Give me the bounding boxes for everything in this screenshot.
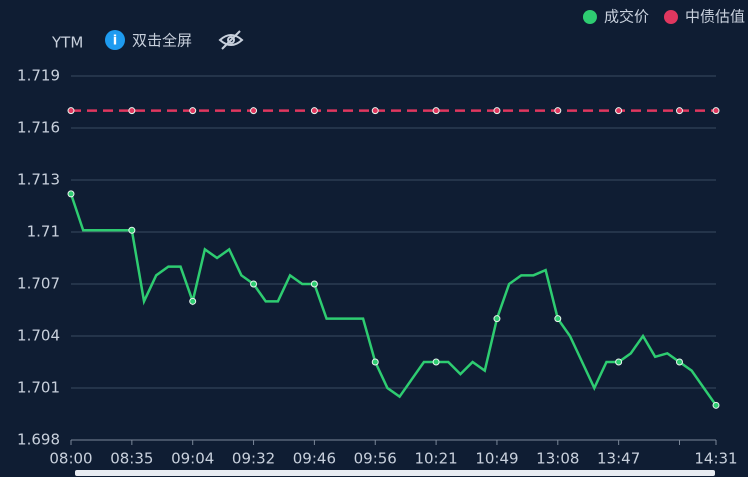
point	[493, 315, 501, 323]
point	[675, 358, 683, 366]
legend-label: 成交价	[604, 8, 649, 26]
scrollbar[interactable]	[75, 470, 715, 476]
info-icon[interactable]	[105, 30, 125, 50]
legend-swatch	[663, 10, 678, 24]
point	[128, 107, 136, 115]
point	[250, 280, 258, 288]
x-tick-label: 10:21	[414, 450, 457, 468]
y-tick-label: 1.707	[17, 275, 60, 293]
point	[615, 358, 623, 366]
x-tick-label: 13:08	[536, 450, 579, 468]
y-tick-label: 1.713	[17, 171, 60, 189]
y-tick-label: 1.71	[27, 223, 60, 241]
point	[189, 297, 197, 305]
x-tick-label: 09:56	[354, 450, 397, 468]
x-tick-label: 13:47	[597, 450, 640, 468]
x-tick-label: 08:35	[110, 450, 153, 468]
point	[432, 107, 440, 115]
x-tick-label: 14:31	[694, 450, 737, 468]
point	[67, 190, 75, 198]
y-tick-label: 1.719	[17, 67, 60, 85]
legend-swatch	[582, 10, 597, 24]
x-tick-label: 09:04	[171, 450, 214, 468]
y-tick-label: 1.698	[17, 431, 60, 449]
y-tick-label: 1.716	[17, 119, 60, 137]
x-tick-label: 09:32	[232, 450, 275, 468]
point	[310, 107, 318, 115]
y-axis-label: YTM	[51, 34, 83, 52]
y-tick-label: 1.704	[17, 327, 60, 345]
series-line	[69, 193, 718, 407]
point	[712, 107, 720, 115]
eye-off-icon[interactable]	[218, 30, 244, 50]
point	[493, 107, 501, 115]
point	[712, 401, 720, 409]
point	[250, 107, 258, 115]
point	[371, 107, 379, 115]
legend-label: 中债估值	[685, 8, 745, 26]
x-tick-label: 10:49	[475, 450, 518, 468]
point	[554, 315, 562, 323]
x-tick-label: 09:46	[293, 450, 336, 468]
point	[675, 107, 683, 115]
info-glyph: i	[113, 34, 117, 49]
point	[554, 107, 562, 115]
point	[310, 280, 318, 288]
point	[189, 107, 197, 115]
point	[67, 107, 75, 115]
point	[371, 358, 379, 366]
fullscreen-hint[interactable]: 双击全屏	[132, 32, 192, 50]
point	[432, 358, 440, 366]
point	[615, 107, 623, 115]
y-tick-label: 1.701	[17, 379, 60, 397]
point	[128, 226, 136, 234]
x-tick-label: 08:00	[49, 450, 92, 468]
